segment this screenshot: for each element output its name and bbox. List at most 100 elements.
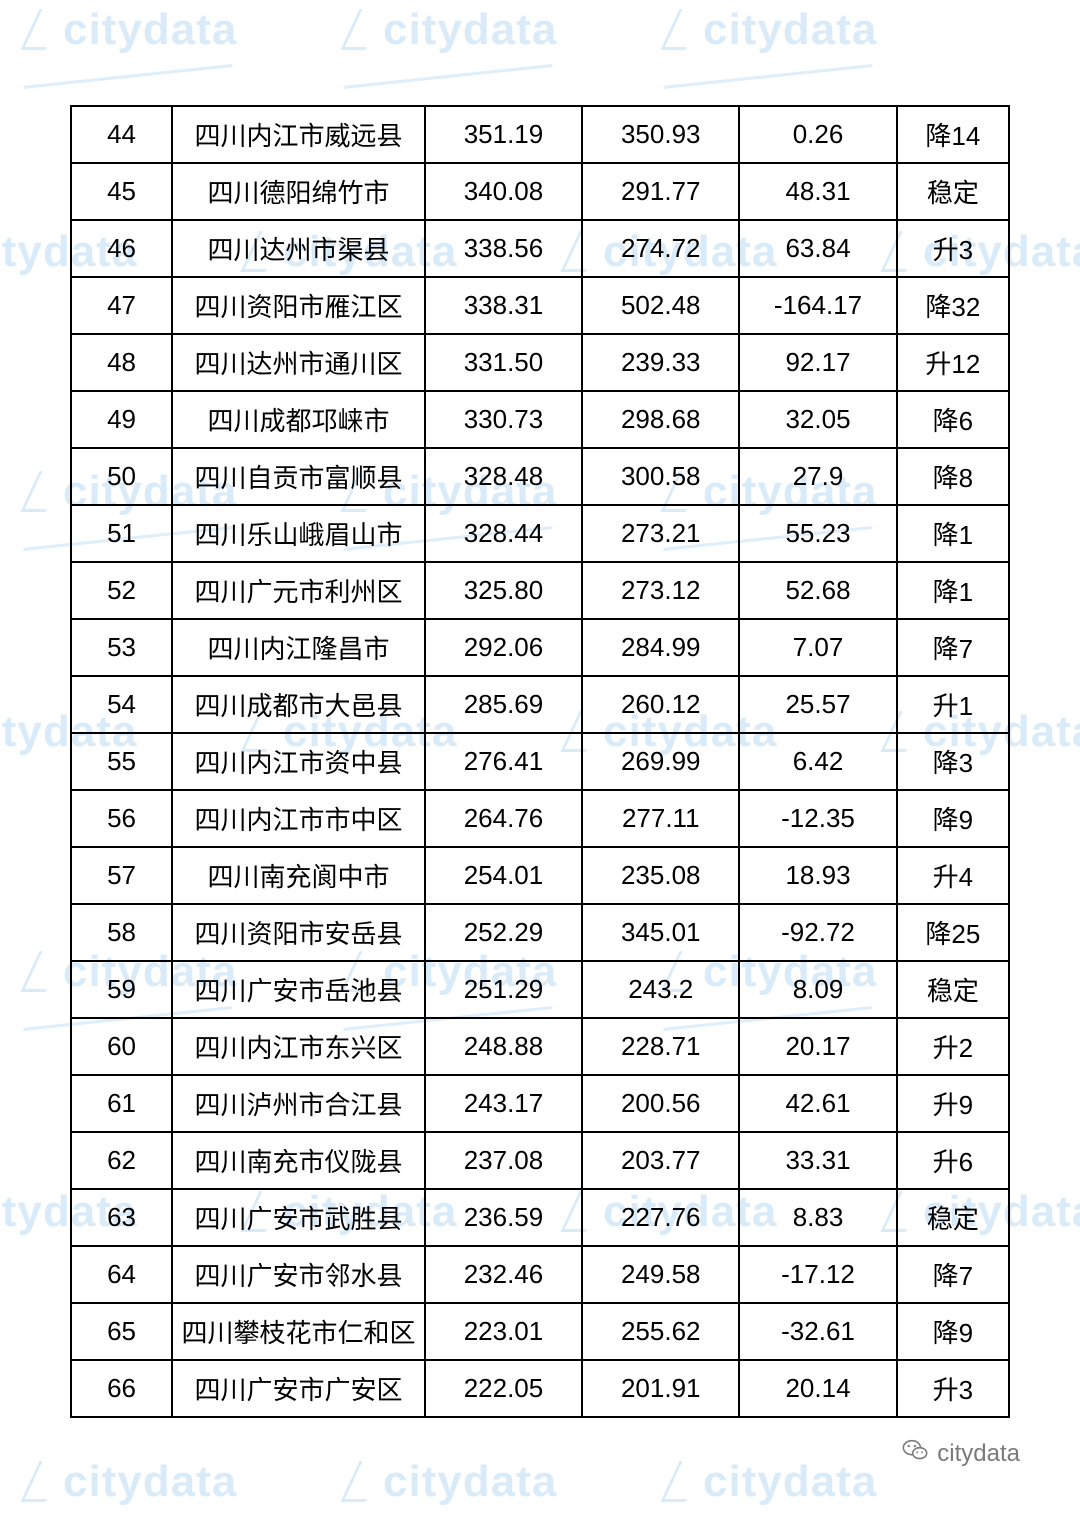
cell-diff: -164.17 <box>739 277 896 334</box>
cell-v2: 201.91 <box>582 1360 739 1417</box>
credit-label: citydata <box>937 1440 1020 1468</box>
cell-v2: 300.58 <box>582 448 739 505</box>
cell-v1: 325.80 <box>425 562 582 619</box>
cell-diff: -92.72 <box>739 904 896 961</box>
cell-rank: 48 <box>71 334 172 391</box>
table-row: 51四川乐山峨眉山市328.44273.2155.23降1 <box>71 505 1009 562</box>
table-row: 50四川自贡市富顺县328.48300.5827.9降8 <box>71 448 1009 505</box>
cell-v2: 255.62 <box>582 1303 739 1360</box>
cell-v1: 328.44 <box>425 505 582 562</box>
cell-change: 升4 <box>897 847 1009 904</box>
cell-diff: 20.14 <box>739 1360 896 1417</box>
cell-v2: 203.77 <box>582 1132 739 1189</box>
cell-change: 降9 <box>897 790 1009 847</box>
table-row: 58四川资阳市安岳县252.29345.01-92.72降25 <box>71 904 1009 961</box>
cell-change: 升3 <box>897 220 1009 277</box>
cell-change: 稳定 <box>897 1189 1009 1246</box>
cell-diff: 92.17 <box>739 334 896 391</box>
cell-region: 四川成都邛崃市 <box>172 391 425 448</box>
cell-v2: 235.08 <box>582 847 739 904</box>
cell-v1: 243.17 <box>425 1075 582 1132</box>
cell-v1: 331.50 <box>425 334 582 391</box>
cell-v2: 273.21 <box>582 505 739 562</box>
cell-rank: 44 <box>71 106 172 163</box>
cell-change: 降3 <box>897 733 1009 790</box>
table-row: 52四川广元市利州区325.80273.1252.68降1 <box>71 562 1009 619</box>
cell-v1: 251.29 <box>425 961 582 1018</box>
cell-region: 四川内江市东兴区 <box>172 1018 425 1075</box>
table-row: 60四川内江市东兴区248.88228.7120.17升2 <box>71 1018 1009 1075</box>
cell-change: 升12 <box>897 334 1009 391</box>
cell-region: 四川广安市岳池县 <box>172 961 425 1018</box>
cell-change: 降7 <box>897 619 1009 676</box>
cell-v1: 292.06 <box>425 619 582 676</box>
page-content: 44四川内江市威远县351.19350.930.26降1445四川德阳绵竹市34… <box>0 0 1080 1526</box>
cell-rank: 59 <box>71 961 172 1018</box>
data-table: 44四川内江市威远县351.19350.930.26降1445四川德阳绵竹市34… <box>70 105 1010 1418</box>
cell-rank: 45 <box>71 163 172 220</box>
cell-rank: 62 <box>71 1132 172 1189</box>
cell-v2: 345.01 <box>582 904 739 961</box>
cell-change: 降6 <box>897 391 1009 448</box>
cell-rank: 46 <box>71 220 172 277</box>
cell-rank: 61 <box>71 1075 172 1132</box>
cell-rank: 49 <box>71 391 172 448</box>
cell-diff: 8.09 <box>739 961 896 1018</box>
table-row: 44四川内江市威远县351.19350.930.26降14 <box>71 106 1009 163</box>
cell-v2: 350.93 <box>582 106 739 163</box>
credit-badge: citydata <box>901 1436 1020 1471</box>
cell-region: 四川资阳市安岳县 <box>172 904 425 961</box>
cell-v1: 222.05 <box>425 1360 582 1417</box>
cell-region: 四川攀枝花市仁和区 <box>172 1303 425 1360</box>
table-row: 63四川广安市武胜县236.59227.768.83稳定 <box>71 1189 1009 1246</box>
cell-v2: 243.2 <box>582 961 739 1018</box>
cell-rank: 51 <box>71 505 172 562</box>
cell-diff: 55.23 <box>739 505 896 562</box>
table-row: 48四川达州市通川区331.50239.3392.17升12 <box>71 334 1009 391</box>
table-row: 49四川成都邛崃市330.73298.6832.05降6 <box>71 391 1009 448</box>
cell-v1: 351.19 <box>425 106 582 163</box>
cell-diff: 48.31 <box>739 163 896 220</box>
cell-v2: 260.12 <box>582 676 739 733</box>
cell-v2: 228.71 <box>582 1018 739 1075</box>
cell-rank: 56 <box>71 790 172 847</box>
cell-region: 四川内江市资中县 <box>172 733 425 790</box>
cell-diff: 7.07 <box>739 619 896 676</box>
table-row: 64四川广安市邻水县232.46249.58-17.12降7 <box>71 1246 1009 1303</box>
cell-v1: 236.59 <box>425 1189 582 1246</box>
cell-region: 四川广安市武胜县 <box>172 1189 425 1246</box>
cell-rank: 58 <box>71 904 172 961</box>
cell-diff: 33.31 <box>739 1132 896 1189</box>
cell-region: 四川达州市渠县 <box>172 220 425 277</box>
table-row: 61四川泸州市合江县243.17200.5642.61升9 <box>71 1075 1009 1132</box>
cell-rank: 52 <box>71 562 172 619</box>
cell-v1: 328.48 <box>425 448 582 505</box>
cell-diff: 6.42 <box>739 733 896 790</box>
cell-v1: 252.29 <box>425 904 582 961</box>
cell-region: 四川德阳绵竹市 <box>172 163 425 220</box>
cell-diff: 0.26 <box>739 106 896 163</box>
cell-diff: 42.61 <box>739 1075 896 1132</box>
cell-v1: 338.56 <box>425 220 582 277</box>
cell-v2: 200.56 <box>582 1075 739 1132</box>
cell-region: 四川资阳市雁江区 <box>172 277 425 334</box>
table-row: 59四川广安市岳池县251.29243.28.09稳定 <box>71 961 1009 1018</box>
cell-rank: 55 <box>71 733 172 790</box>
cell-v2: 249.58 <box>582 1246 739 1303</box>
cell-v1: 340.08 <box>425 163 582 220</box>
cell-rank: 57 <box>71 847 172 904</box>
table-row: 46四川达州市渠县338.56274.7263.84升3 <box>71 220 1009 277</box>
cell-change: 稳定 <box>897 961 1009 1018</box>
cell-diff: 18.93 <box>739 847 896 904</box>
cell-rank: 66 <box>71 1360 172 1417</box>
cell-rank: 65 <box>71 1303 172 1360</box>
cell-rank: 50 <box>71 448 172 505</box>
cell-change: 降1 <box>897 562 1009 619</box>
table-row: 55四川内江市资中县276.41269.996.42降3 <box>71 733 1009 790</box>
cell-diff: 63.84 <box>739 220 896 277</box>
cell-diff: -32.61 <box>739 1303 896 1360</box>
cell-region: 四川泸州市合江县 <box>172 1075 425 1132</box>
cell-v2: 274.72 <box>582 220 739 277</box>
cell-v1: 264.76 <box>425 790 582 847</box>
cell-region: 四川南充阆中市 <box>172 847 425 904</box>
